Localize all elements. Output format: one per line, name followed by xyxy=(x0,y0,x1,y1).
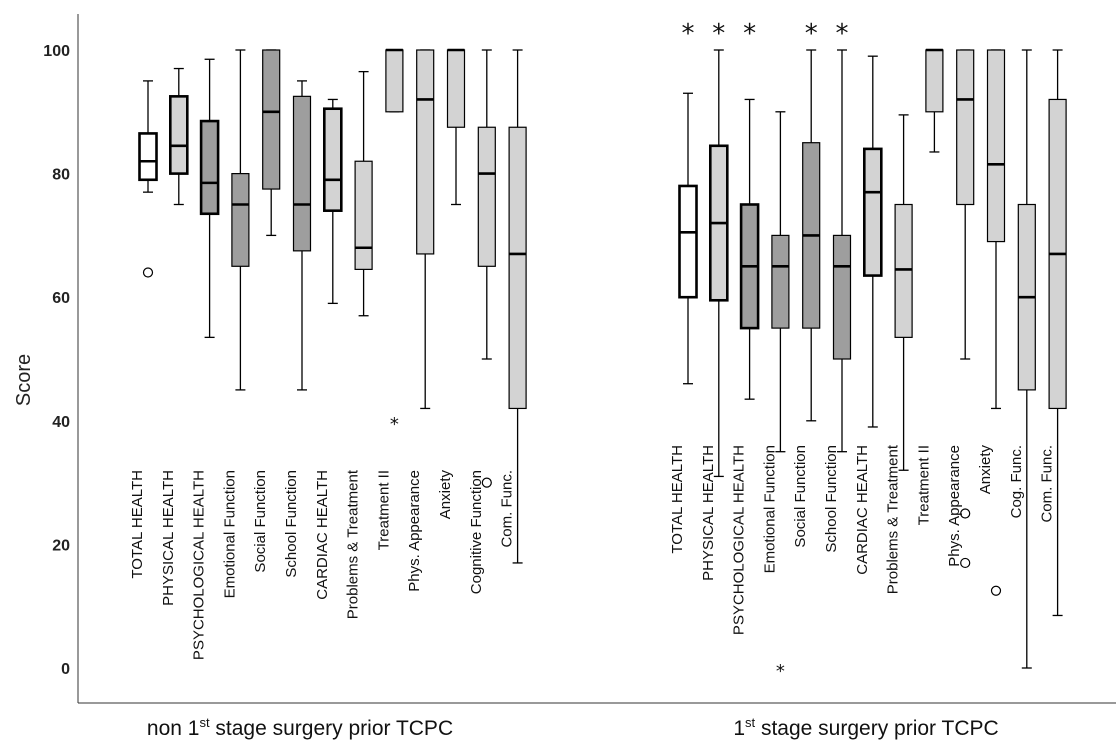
box-0-0 xyxy=(138,80,158,278)
category-label: PSYCHOLOGICAL HEALTH xyxy=(731,445,748,635)
category-label: Com. Func. xyxy=(499,470,516,548)
y-tick-label: 100 xyxy=(43,43,70,60)
category-label: CARDIAC HEALTH xyxy=(854,445,871,575)
significance-star: * xyxy=(712,19,725,49)
box-iqr xyxy=(446,49,466,128)
box-iqr xyxy=(292,95,312,252)
box-iqr xyxy=(354,160,373,270)
box-0-6 xyxy=(322,98,343,305)
category-label: Social Function xyxy=(252,470,269,573)
group-label-1: 1st stage surgery prior TCPC xyxy=(733,715,998,740)
extreme-point: * xyxy=(390,414,399,435)
significance-star: * xyxy=(836,19,849,49)
box-1-7 xyxy=(894,114,913,471)
boxes: * * * * * * * xyxy=(138,19,1067,682)
category-label: PHYSICAL HEALTH xyxy=(700,445,717,581)
category-label: Anxiety xyxy=(977,445,994,495)
category-label: School Function xyxy=(823,445,840,553)
box-iqr xyxy=(986,49,1006,243)
box-iqr xyxy=(477,126,496,267)
significance-star: * xyxy=(682,19,695,49)
category-label: Treatment II xyxy=(375,470,392,550)
box-iqr xyxy=(322,107,343,212)
category-label: Phys. Appearance xyxy=(946,445,963,567)
category-label: Phys. Appearance xyxy=(406,470,423,592)
box-1-9 xyxy=(956,49,975,569)
box-iqr xyxy=(956,49,975,206)
box-iqr xyxy=(925,49,944,113)
group-label-0: non 1st stage surgery prior TCPC xyxy=(147,715,453,740)
outlier-point xyxy=(142,267,154,278)
box-1-2: * xyxy=(739,19,760,400)
category-label: Anxiety xyxy=(437,470,454,520)
box-0-4 xyxy=(262,49,281,237)
box-1-10 xyxy=(986,49,1006,596)
category-label: Emotional Function xyxy=(221,470,238,598)
significance-star: * xyxy=(805,19,818,49)
box-iqr xyxy=(416,49,435,255)
box-1-0: * xyxy=(678,19,698,385)
category-label: Treatment II xyxy=(915,445,932,525)
box-iqr xyxy=(262,49,281,190)
y-tick-label: 60 xyxy=(52,290,70,307)
category-label: CARDIAC HEALTH xyxy=(314,470,331,600)
category-label: Cog. Func. xyxy=(1008,445,1025,518)
box-iqr xyxy=(862,147,883,277)
box-iqr xyxy=(138,132,158,182)
box-iqr xyxy=(508,126,527,410)
category-label: Emotional Function xyxy=(761,445,778,573)
box-0-11 xyxy=(477,49,496,488)
outlier-point xyxy=(481,477,492,488)
y-tick-label: 0 xyxy=(61,661,70,678)
category-label: Social Function xyxy=(792,445,809,548)
box-iqr xyxy=(231,173,250,267)
box-0-9 xyxy=(416,49,435,410)
category-label: Com. Func. xyxy=(1039,445,1056,523)
box-1-3: * xyxy=(771,111,790,682)
box-0-10 xyxy=(446,48,466,206)
outlier-point xyxy=(990,585,1002,596)
box-1-11 xyxy=(1017,49,1036,669)
box-1-12 xyxy=(1048,49,1067,617)
category-label: PSYCHOLOGICAL HEALTH xyxy=(191,470,208,660)
category-label: Problems & Treatment xyxy=(345,469,362,619)
outlier-point xyxy=(960,508,971,519)
category-label: School Function xyxy=(283,470,300,578)
box-1-5: * xyxy=(832,19,852,453)
outlier-point xyxy=(960,557,971,569)
y-tick-label: 80 xyxy=(52,167,70,184)
category-label: PHYSICAL HEALTH xyxy=(160,470,177,606)
box-0-1 xyxy=(169,67,189,206)
box-0-5 xyxy=(292,80,312,391)
box-0-12 xyxy=(508,49,527,564)
box-1-8 xyxy=(925,48,944,153)
box-0-3 xyxy=(231,49,250,391)
box-iqr xyxy=(832,234,852,360)
box-0-2 xyxy=(199,58,220,339)
box-iqr xyxy=(894,203,913,338)
y-tick-label: 40 xyxy=(52,414,70,431)
category-label: Cognitive Function xyxy=(468,470,485,594)
box-0-8: * xyxy=(385,48,404,435)
group-labels: non 1st stage surgery prior TCPC 1st stag… xyxy=(147,715,999,740)
box-1-4: * xyxy=(802,19,821,422)
box-iqr xyxy=(199,119,220,216)
y-axis-label: Score xyxy=(13,354,35,406)
box-1-6 xyxy=(862,55,883,428)
category-label: TOTAL HEALTH xyxy=(669,445,686,554)
axes: 0 20 40 60 80 100 Score xyxy=(13,14,1116,704)
box-iqr xyxy=(385,49,404,113)
box-iqr xyxy=(169,95,189,175)
y-tick-label: 20 xyxy=(52,537,70,554)
box-0-7 xyxy=(354,70,373,317)
extreme-point: * xyxy=(776,661,785,682)
category-label: TOTAL HEALTH xyxy=(129,470,146,579)
box-iqr xyxy=(771,234,790,329)
significance-star: * xyxy=(743,19,756,49)
category-labels: TOTAL HEALTH PHYSICAL HEALTH PSYCHOLOGICAL… xyxy=(129,444,1056,660)
box-iqr xyxy=(678,184,698,299)
box-1-1: * xyxy=(708,19,729,478)
category-label: Problems & Treatment xyxy=(885,444,902,594)
